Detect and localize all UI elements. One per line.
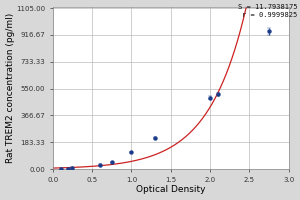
Y-axis label: Rat TREM2 concentration (pg/ml): Rat TREM2 concentration (pg/ml) xyxy=(6,13,15,163)
X-axis label: Optical Density: Optical Density xyxy=(136,185,206,194)
Text: S = 11.7938175
r = 0.9999825: S = 11.7938175 r = 0.9999825 xyxy=(238,4,297,18)
